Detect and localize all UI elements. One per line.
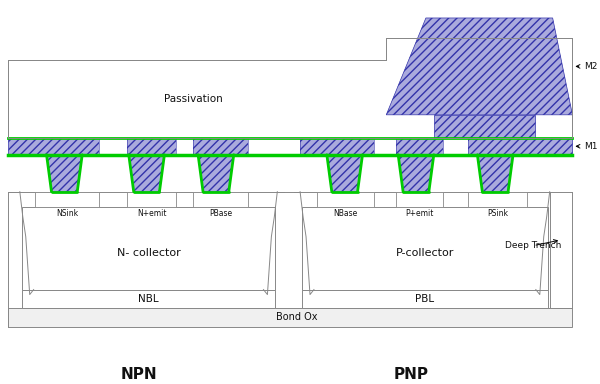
Bar: [374, 138, 396, 155]
Text: M1: M1: [577, 142, 598, 151]
Polygon shape: [129, 155, 164, 192]
Bar: [469, 192, 527, 207]
Bar: [35, 192, 99, 207]
Text: NPN: NPN: [121, 367, 157, 382]
Text: P-collector: P-collector: [396, 248, 454, 258]
Text: M2: M2: [577, 62, 598, 71]
Text: NBase: NBase: [334, 209, 358, 218]
Bar: [396, 192, 443, 207]
Bar: [22, 290, 275, 308]
Bar: [99, 138, 127, 155]
Polygon shape: [8, 38, 572, 138]
Text: P+emit: P+emit: [405, 209, 434, 218]
Text: Passivation: Passivation: [164, 94, 223, 104]
Bar: [127, 192, 176, 207]
Text: PBase: PBase: [209, 209, 232, 218]
Bar: [302, 290, 548, 308]
Text: NBL: NBL: [138, 293, 159, 304]
Text: NSink: NSink: [56, 209, 78, 218]
Text: N+emit: N+emit: [137, 209, 166, 218]
Bar: [317, 192, 374, 207]
Polygon shape: [478, 155, 513, 192]
Text: PBL: PBL: [415, 293, 434, 304]
Bar: [302, 207, 548, 290]
Text: PNP: PNP: [394, 367, 428, 382]
Text: N- collector: N- collector: [116, 248, 181, 258]
Bar: [193, 192, 248, 207]
Text: Deep Trench: Deep Trench: [505, 240, 562, 250]
Polygon shape: [398, 155, 434, 192]
Text: PSink: PSink: [487, 209, 508, 218]
Text: Bond Ox: Bond Ox: [277, 312, 318, 322]
Bar: [8, 138, 572, 155]
Bar: [176, 138, 193, 155]
Polygon shape: [327, 155, 362, 192]
Polygon shape: [47, 155, 82, 192]
Polygon shape: [434, 115, 535, 138]
Polygon shape: [386, 18, 572, 115]
Bar: [22, 207, 275, 290]
Polygon shape: [198, 155, 234, 192]
Bar: [443, 138, 469, 155]
Bar: [248, 138, 300, 155]
Bar: [8, 308, 572, 326]
